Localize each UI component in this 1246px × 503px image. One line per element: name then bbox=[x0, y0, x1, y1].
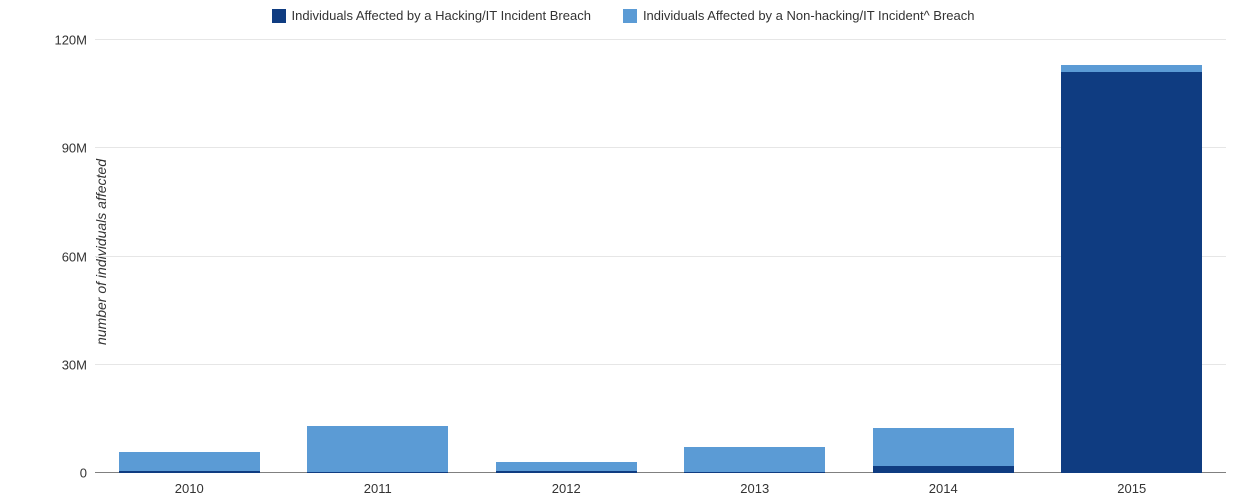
legend-item-hacking: Individuals Affected by a Hacking/IT Inc… bbox=[272, 8, 591, 23]
xtick-label: 2013 bbox=[740, 481, 769, 496]
grid-line bbox=[95, 147, 1226, 148]
legend-item-nonhacking: Individuals Affected by a Non-hacking/IT… bbox=[623, 8, 975, 23]
legend-label-hacking: Individuals Affected by a Hacking/IT Inc… bbox=[292, 8, 591, 23]
ytick-label: 120M bbox=[54, 33, 87, 48]
bar-segment bbox=[496, 462, 637, 471]
legend-swatch-nonhacking bbox=[623, 9, 637, 23]
grid-line bbox=[95, 364, 1226, 365]
bar-segment bbox=[119, 452, 260, 471]
x-axis-line bbox=[95, 472, 1226, 473]
xtick-label: 2015 bbox=[1117, 481, 1146, 496]
bar-group bbox=[119, 40, 260, 473]
bar-segment bbox=[684, 472, 825, 473]
legend: Individuals Affected by a Hacking/IT Inc… bbox=[0, 8, 1246, 23]
breach-chart: Individuals Affected by a Hacking/IT Inc… bbox=[0, 0, 1246, 503]
grid-line bbox=[95, 39, 1226, 40]
xtick-label: 2011 bbox=[364, 481, 392, 496]
bar-segment bbox=[307, 426, 448, 472]
bar-group bbox=[1061, 40, 1202, 473]
bar-group bbox=[496, 40, 637, 473]
xtick-label: 2012 bbox=[552, 481, 581, 496]
legend-label-nonhacking: Individuals Affected by a Non-hacking/IT… bbox=[643, 8, 975, 23]
ytick-label: 30M bbox=[62, 357, 87, 372]
bar-segment bbox=[1061, 65, 1202, 72]
xtick-label: 2014 bbox=[929, 481, 958, 496]
ytick-label: 90M bbox=[62, 141, 87, 156]
bar-group bbox=[307, 40, 448, 473]
bar-segment bbox=[119, 471, 260, 473]
bar-group bbox=[684, 40, 825, 473]
grid-line bbox=[95, 256, 1226, 257]
ytick-label: 60M bbox=[62, 249, 87, 264]
xtick-label: 2010 bbox=[175, 481, 204, 496]
bar-segment bbox=[496, 471, 637, 473]
bar-segment bbox=[873, 466, 1014, 473]
bar-segment bbox=[307, 472, 448, 473]
legend-swatch-hacking bbox=[272, 9, 286, 23]
bar-segment bbox=[684, 447, 825, 472]
ytick-label: 0 bbox=[80, 466, 87, 481]
bar-segment bbox=[873, 428, 1014, 466]
plot-area: 030M60M90M120M201020112012201320142015 bbox=[95, 40, 1226, 473]
bar-group bbox=[873, 40, 1014, 473]
bar-segment bbox=[1061, 72, 1202, 473]
